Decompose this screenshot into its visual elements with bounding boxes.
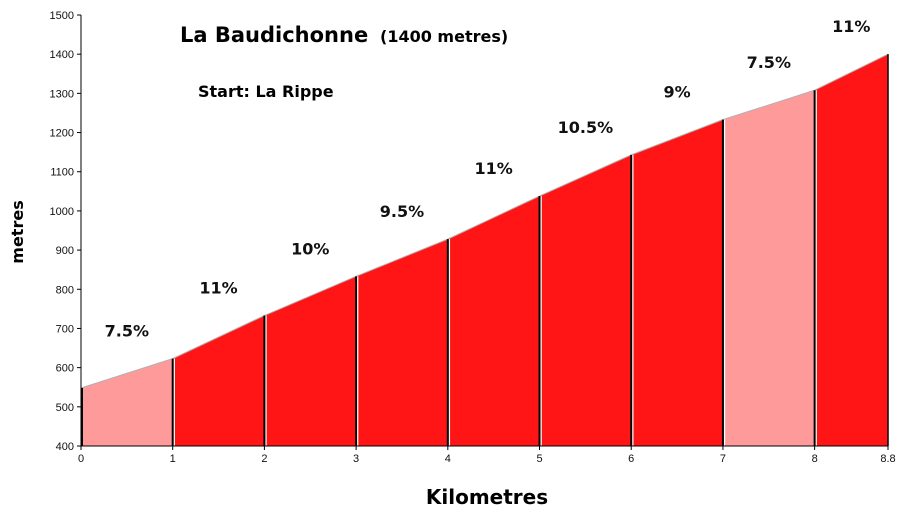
profile-segment: [814, 54, 888, 446]
profile-segment: [447, 196, 540, 446]
gradient-label: 7.5%: [747, 53, 791, 72]
profile-segment: [356, 239, 448, 446]
gradient-label: 9%: [663, 83, 690, 102]
profile-segments: [80, 53, 889, 447]
gradient-label: 11%: [832, 17, 870, 36]
chart-title: La Baudichonne: [180, 23, 368, 47]
y-axis-ticks: 400 500 600 700 800 900 1000 1100 1200 1300 1400 15…: [50, 10, 81, 453]
gradient-labels: 7.5% 11% 10% 9.5% 11% 10.5% 9% 7.5% 11%: [105, 17, 871, 340]
gradient-label: 10.5%: [558, 118, 614, 137]
y-tick-label: 1100: [50, 167, 74, 179]
gradient-label: 11%: [199, 279, 237, 298]
profile-segment: [81, 358, 173, 446]
x-tick-label: 6: [628, 453, 634, 465]
y-tick-label: 1000: [50, 206, 74, 218]
gradient-label: 7.5%: [105, 322, 149, 341]
gradient-label: 11%: [475, 159, 513, 178]
start-annotation: Start: La Rippe: [198, 82, 334, 101]
y-tick-label: 500: [56, 402, 74, 414]
profile-outline: [814, 53, 889, 91]
x-axis-ticks: 0 1 2 3 4 5 6 7 8 8.8: [78, 446, 896, 465]
x-tick-label: 8.8: [880, 453, 895, 465]
y-tick-label: 800: [56, 284, 74, 296]
profile-segment: [539, 154, 632, 446]
x-tick-label: 3: [353, 453, 359, 465]
y-tick-label: 1200: [50, 128, 74, 140]
y-tick-label: 1400: [50, 49, 74, 61]
profile-outline: [722, 89, 815, 121]
y-tick-label: 1300: [50, 88, 74, 100]
y-tick-label: 400: [56, 441, 74, 453]
profile-outline: [539, 154, 632, 197]
profile-outline: [447, 195, 540, 240]
profile-segment: [631, 119, 723, 447]
y-tick-label: 1500: [50, 10, 74, 22]
x-tick-label: 4: [445, 453, 451, 465]
profile-segment: [172, 315, 265, 446]
profile-outline: [631, 119, 724, 156]
profile-segment: [264, 276, 357, 446]
gradient-label: 10%: [291, 239, 329, 258]
x-tick-label: 0: [78, 453, 84, 465]
y-tick-label: 700: [56, 323, 74, 335]
x-axis-label: Kilometres: [426, 485, 548, 509]
profile-outline: [80, 358, 173, 389]
profile-outline: [172, 315, 265, 360]
profile-outline: [264, 275, 357, 316]
axes: [80, 15, 888, 447]
profile-segment: [722, 90, 815, 446]
x-tick-label: 1: [170, 453, 176, 465]
y-tick-label: 900: [56, 245, 74, 257]
x-tick-label: 5: [536, 453, 542, 465]
chart-subtitle: (1400 metres): [380, 27, 508, 46]
profile-outline: [355, 238, 449, 277]
x-tick-label: 2: [261, 453, 267, 465]
segment-dividers: [81, 54, 889, 446]
gradient-label: 9.5%: [380, 202, 424, 221]
x-tick-label: 7: [720, 453, 726, 465]
x-tick-label: 8: [812, 453, 818, 465]
y-axis-label: metres: [8, 200, 27, 263]
y-tick-label: 600: [56, 363, 74, 375]
